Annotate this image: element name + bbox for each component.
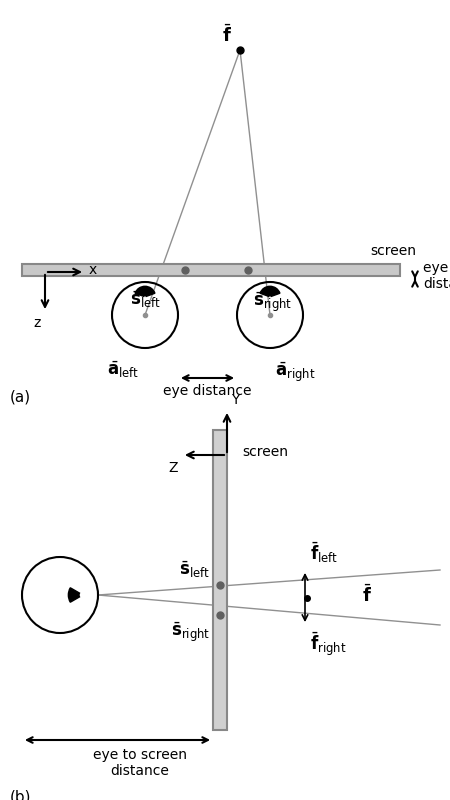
Text: screen: screen bbox=[370, 244, 416, 258]
Text: x: x bbox=[89, 263, 97, 277]
Text: $\bar{\mathbf{a}}_{\rm right}$: $\bar{\mathbf{a}}_{\rm right}$ bbox=[275, 360, 315, 384]
Text: $\bar{\mathbf{s}}_{\rm left}$: $\bar{\mathbf{s}}_{\rm left}$ bbox=[179, 559, 210, 580]
Wedge shape bbox=[68, 588, 80, 602]
Text: $\bar{\mathbf{f}}$: $\bar{\mathbf{f}}$ bbox=[222, 24, 232, 46]
Wedge shape bbox=[135, 286, 155, 296]
Text: z: z bbox=[34, 316, 41, 330]
Text: $\bar{\mathbf{a}}_{\rm left}$: $\bar{\mathbf{a}}_{\rm left}$ bbox=[107, 360, 139, 381]
Text: eye to screen
distance: eye to screen distance bbox=[423, 261, 450, 291]
Text: (b): (b) bbox=[10, 790, 32, 800]
Text: $\bar{\mathbf{s}}_{\rm right}$: $\bar{\mathbf{s}}_{\rm right}$ bbox=[253, 290, 292, 314]
Text: $\bar{\mathbf{s}}_{\rm left}$: $\bar{\mathbf{s}}_{\rm left}$ bbox=[130, 290, 161, 310]
Bar bbox=[213, 430, 227, 730]
Text: $\bar{\mathbf{f}}_{\rm right}$: $\bar{\mathbf{f}}_{\rm right}$ bbox=[310, 630, 346, 658]
Text: (a): (a) bbox=[10, 390, 31, 405]
Text: eye to screen
distance: eye to screen distance bbox=[93, 748, 187, 778]
Text: Y: Y bbox=[231, 393, 239, 407]
Wedge shape bbox=[260, 286, 280, 296]
Text: Z: Z bbox=[168, 461, 178, 475]
Text: $\bar{\mathbf{f}}_{\rm left}$: $\bar{\mathbf{f}}_{\rm left}$ bbox=[310, 541, 338, 565]
Text: screen: screen bbox=[242, 445, 288, 459]
Bar bbox=[22, 264, 400, 276]
Text: $\bar{\mathbf{s}}_{\rm right}$: $\bar{\mathbf{s}}_{\rm right}$ bbox=[171, 620, 210, 644]
Text: $\bar{\mathbf{f}}$: $\bar{\mathbf{f}}$ bbox=[362, 585, 372, 606]
Text: eye distance: eye distance bbox=[163, 384, 252, 398]
